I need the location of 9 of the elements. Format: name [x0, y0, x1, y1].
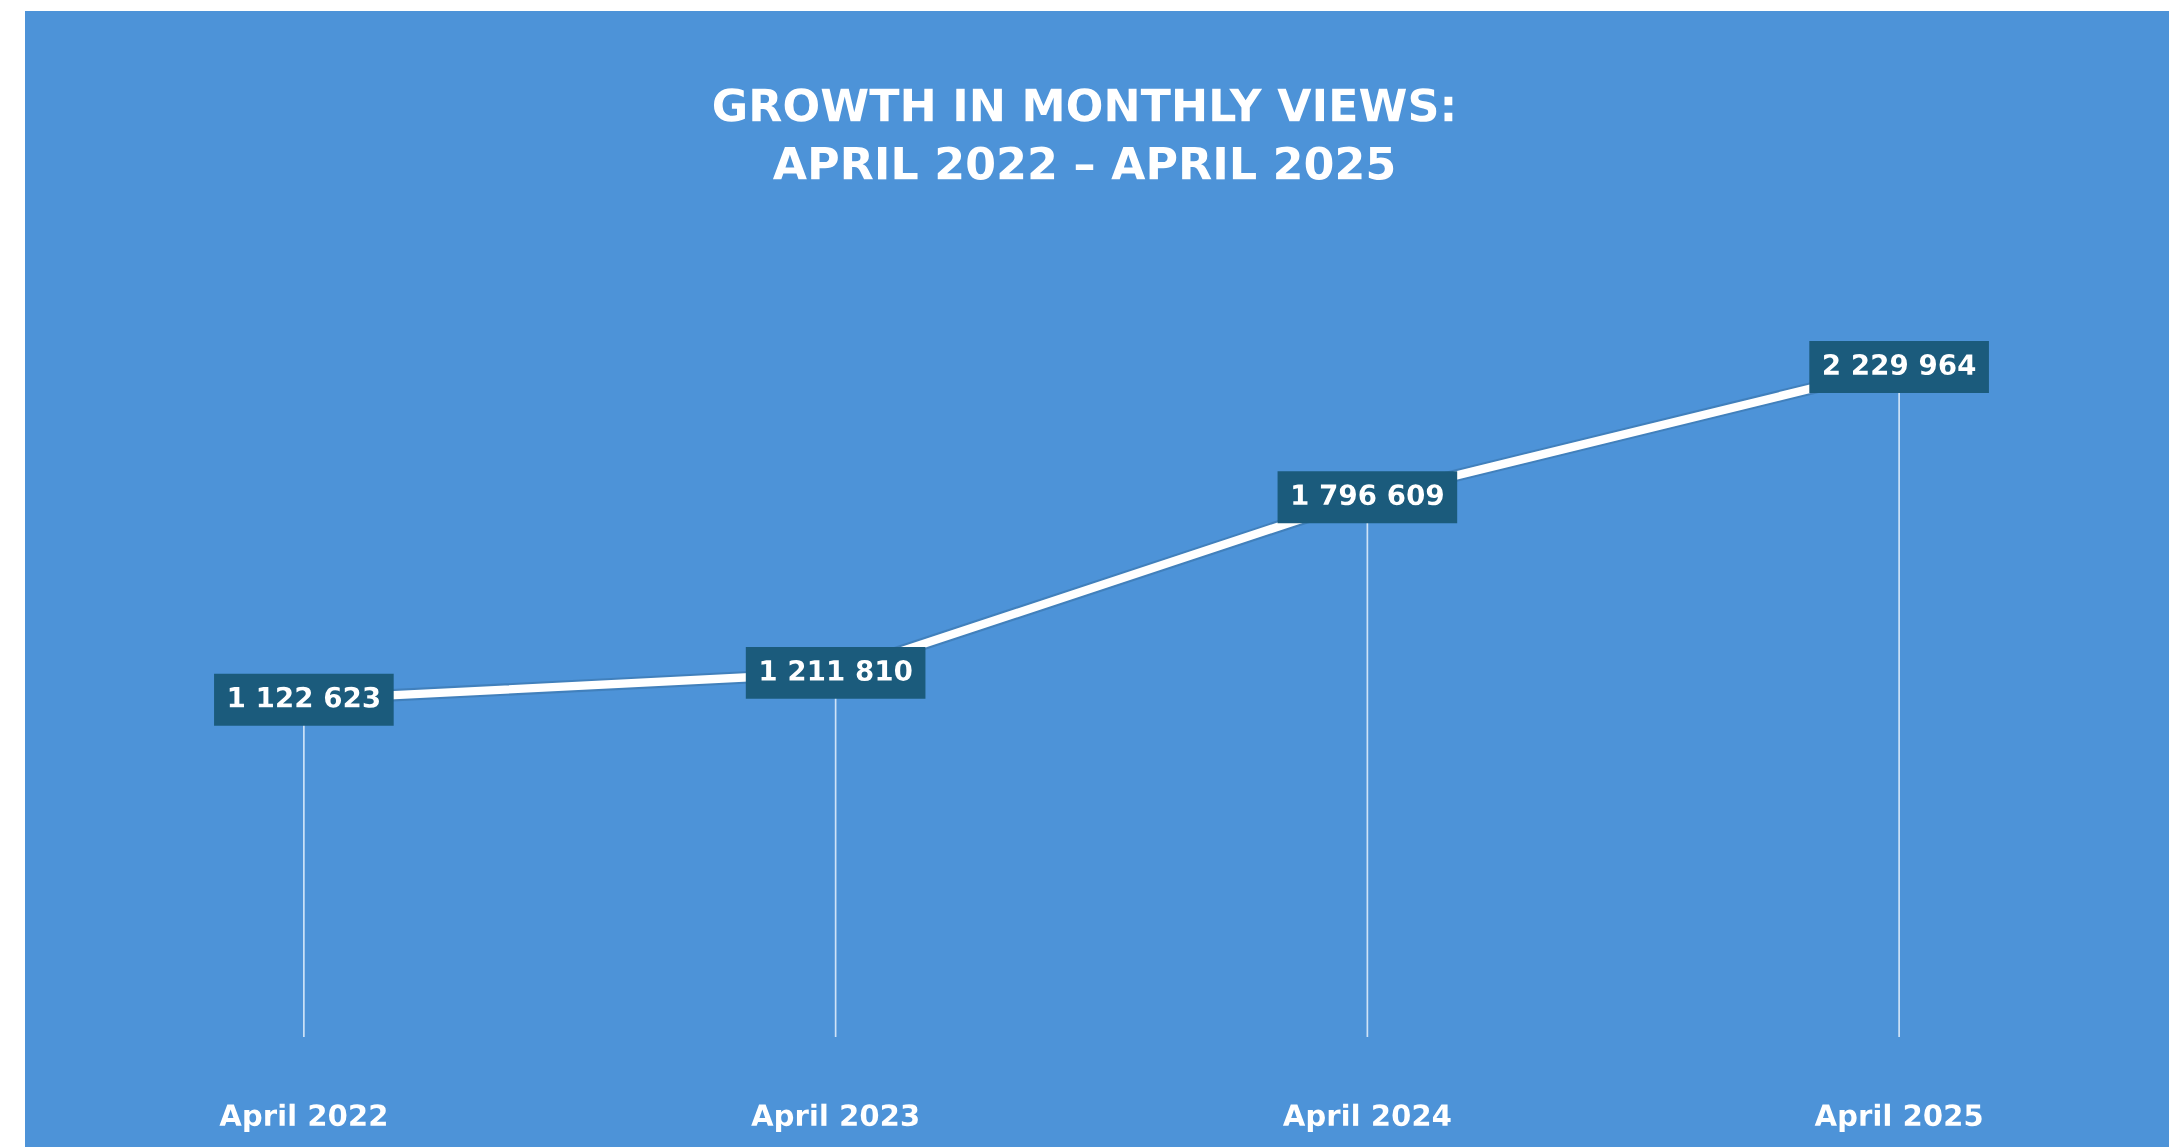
x-tick-label: April 2023	[751, 1103, 918, 1132]
x-tick-label: April 2025	[1814, 1103, 1982, 1132]
chart-title: GROWTH IN MONTHLY VIEWS: APRIL 2022 – APRIL 2025	[713, 88, 1453, 180]
data-label: 1 122 623	[229, 686, 379, 708]
data-label: 1 211 810	[761, 659, 912, 681]
x-tick-label: April 2022	[219, 1103, 386, 1132]
x-tick-label: April 2024	[1282, 1103, 1451, 1132]
data-label: 2 229 964	[1824, 354, 1976, 376]
data-label: 1 796 609	[1293, 484, 1443, 506]
